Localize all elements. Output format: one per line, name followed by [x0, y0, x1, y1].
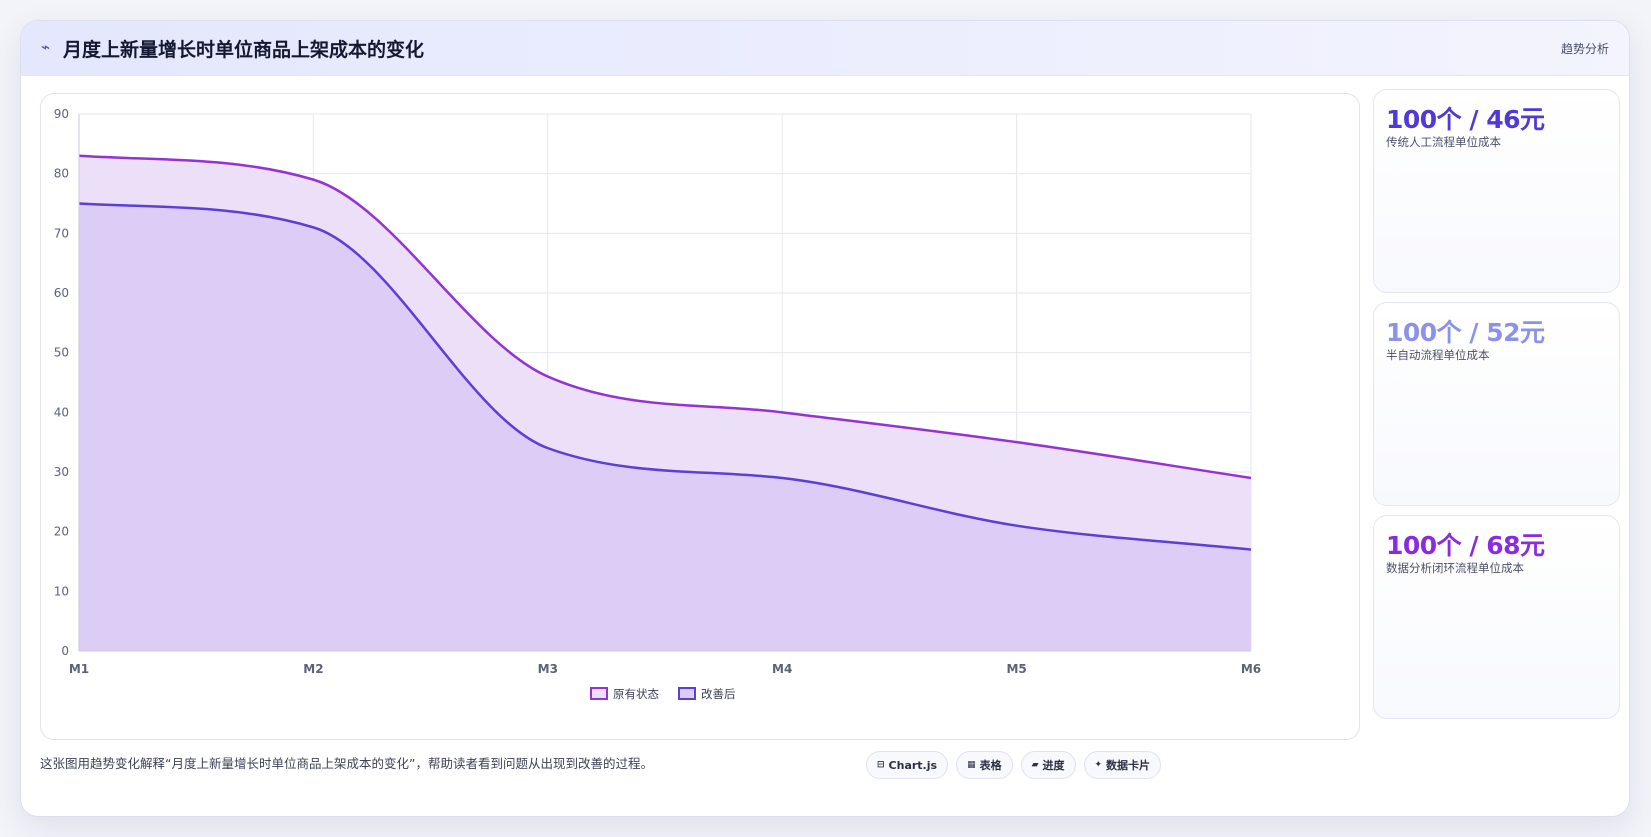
legend-label: 改善后	[701, 687, 736, 701]
y-tick-label: 0	[61, 644, 69, 658]
page-title: 月度上新量增长时单位商品上架成本的变化	[63, 39, 425, 61]
badge-progress[interactable]: ▰ 进度	[1020, 751, 1076, 779]
x-tick-label: M6	[1241, 662, 1261, 676]
stat-card-semi-auto: 100个 / 52元 半自动流程单位成本	[1373, 302, 1620, 506]
badge-label: 进度	[1042, 759, 1065, 772]
stat-value: 100个 / 68元	[1386, 531, 1545, 560]
y-tick-label: 10	[54, 584, 69, 598]
stat-value: 100个 / 46元	[1386, 105, 1545, 134]
y-tick-label: 90	[54, 107, 69, 121]
stat-label: 半自动流程单位成本	[1386, 348, 1490, 362]
legend-swatch	[678, 687, 696, 700]
stat-label: 传统人工流程单位成本	[1386, 135, 1501, 149]
series-line	[78, 154, 1252, 480]
card-icon: ✦	[1094, 760, 1103, 770]
x-tick-label: M4	[772, 662, 792, 676]
x-tick-label: M2	[303, 662, 323, 676]
badge-table[interactable]: ▦ 表格	[956, 751, 1013, 779]
stat-card-data-loop: 100个 / 68元 数据分析闭环流程单位成本	[1373, 515, 1620, 719]
chart-caption: 这张图用趋势变化解释“月度上新量增长时单位商品上架成本的变化”，帮助读者看到问题…	[40, 756, 653, 771]
badge-label: 表格	[979, 759, 1002, 772]
chart-panel: 0 10 20 30 40 50 60 70 80 90 M1 M2 M3 M4 M5 M6 原有状态 改善后	[40, 93, 1360, 740]
badge-chartjs[interactable]: ⊟ Chart.js	[866, 751, 949, 779]
stat-value: 100个 / 52元	[1386, 318, 1545, 347]
badge-data-card[interactable]: ✦ 数据卡片	[1083, 751, 1162, 779]
table-icon: ▦	[967, 760, 976, 770]
legend-swatch	[590, 687, 608, 700]
y-tick-label: 30	[54, 465, 69, 479]
header-tag: 趋势分析	[1560, 42, 1609, 56]
badge-label: Chart.js	[888, 758, 938, 772]
badge-group: ⊟ Chart.js ▦ 表格 ▰ 进度 ✦ 数据卡片	[866, 751, 1162, 779]
stat-label: 数据分析闭环流程单位成本	[1386, 561, 1524, 575]
y-tick-label: 40	[54, 405, 69, 419]
chart-icon: ⊟	[877, 760, 885, 770]
y-tick-label: 50	[54, 346, 69, 360]
series-area	[79, 203, 1251, 651]
y-tick-label: 70	[54, 226, 69, 240]
y-tick-label: 80	[54, 167, 69, 181]
x-tick-label: M5	[1006, 662, 1026, 676]
legend-label: 原有状态	[613, 687, 659, 701]
x-tick-label: M3	[538, 662, 558, 676]
y-tick-label: 20	[54, 525, 69, 539]
progress-icon: ▰	[1031, 760, 1039, 770]
card-header: ⌁ 月度上新量增长时单位商品上架成本的变化 趋势分析	[21, 21, 1629, 76]
stat-card-manual: 100个 / 46元 传统人工流程单位成本	[1373, 89, 1620, 293]
y-tick-label: 60	[54, 286, 69, 300]
main-card: ⌁ 月度上新量增长时单位商品上架成本的变化 趋势分析 0 10 20 30 40 50 60…	[20, 20, 1630, 817]
chart-line-icon: ⌁	[41, 38, 51, 56]
x-tick-label: M1	[69, 662, 89, 676]
area-chart: 0 10 20 30 40 50 60 70 80 90 M1 M2 M3 M4 M5 M6 原有状态 改善后	[54, 107, 1261, 701]
series-line	[78, 202, 1252, 551]
badge-label: 数据卡片	[1106, 759, 1151, 772]
